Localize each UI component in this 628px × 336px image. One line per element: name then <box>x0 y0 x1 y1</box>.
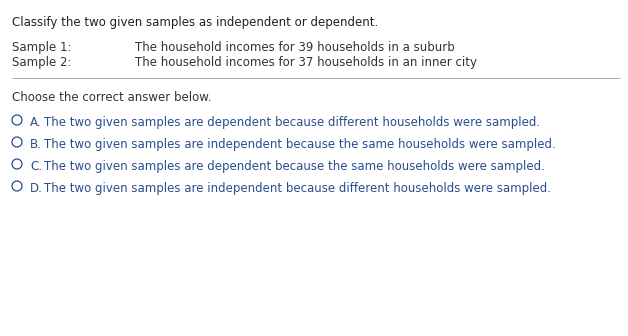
Text: The household incomes for 39 households in a suburb: The household incomes for 39 households … <box>135 41 455 54</box>
Text: The two given samples are dependent because different households were sampled.: The two given samples are dependent beca… <box>44 116 540 129</box>
Text: The two given samples are independent because the same households were sampled.: The two given samples are independent be… <box>44 138 556 151</box>
Text: The household incomes for 37 households in an inner city: The household incomes for 37 households … <box>135 56 477 69</box>
Text: D.: D. <box>30 182 43 195</box>
Text: A.: A. <box>30 116 41 129</box>
Text: The two given samples are independent because different households were sampled.: The two given samples are independent be… <box>44 182 551 195</box>
Text: C.: C. <box>30 160 42 173</box>
Text: Sample 1:: Sample 1: <box>12 41 72 54</box>
Text: The two given samples are dependent because the same households were sampled.: The two given samples are dependent beca… <box>44 160 545 173</box>
Text: B.: B. <box>30 138 42 151</box>
Text: Sample 2:: Sample 2: <box>12 56 72 69</box>
Text: Choose the correct answer below.: Choose the correct answer below. <box>12 91 212 104</box>
Text: Classify the two given samples as independent or dependent.: Classify the two given samples as indepe… <box>12 16 378 29</box>
